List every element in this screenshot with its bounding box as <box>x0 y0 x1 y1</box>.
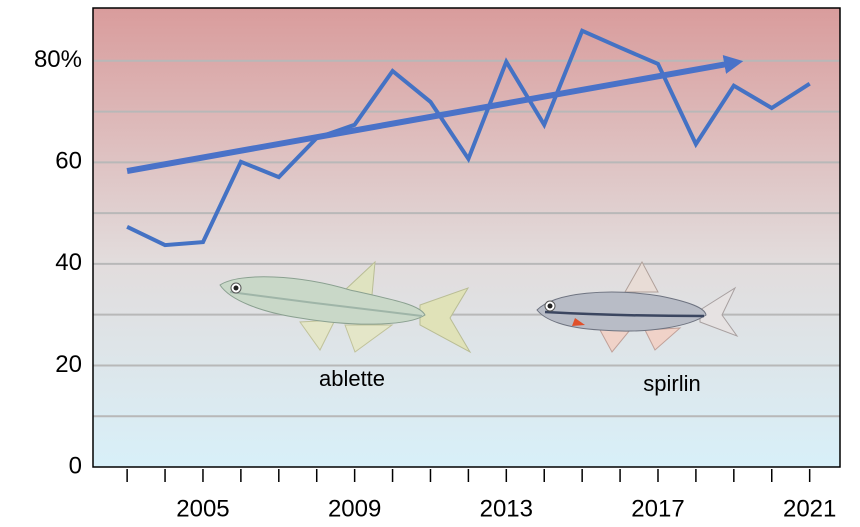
plot-background <box>93 8 840 467</box>
annotation: spirlin <box>643 371 700 396</box>
plot-frame <box>92 7 841 468</box>
y-tick-label: 60 <box>55 148 82 175</box>
x-tick-label: 2013 <box>480 495 533 522</box>
y-tick-label: 40 <box>55 249 82 276</box>
x-tick-label: 2009 <box>328 495 381 522</box>
y-tick-label: 80% <box>34 46 82 73</box>
y-tick-label: 0 <box>69 452 82 479</box>
annotation: ablette <box>319 366 385 391</box>
x-tick-label: 2021 <box>783 495 836 522</box>
y-tick-label: 20 <box>55 351 82 378</box>
x-tick-label: 2017 <box>631 495 684 522</box>
trend-arrow <box>126 55 744 174</box>
ablette-fish <box>219 260 472 354</box>
data-line <box>126 28 811 248</box>
spirlin-fish <box>536 260 739 353</box>
x-tick-label: 2005 <box>176 495 229 522</box>
